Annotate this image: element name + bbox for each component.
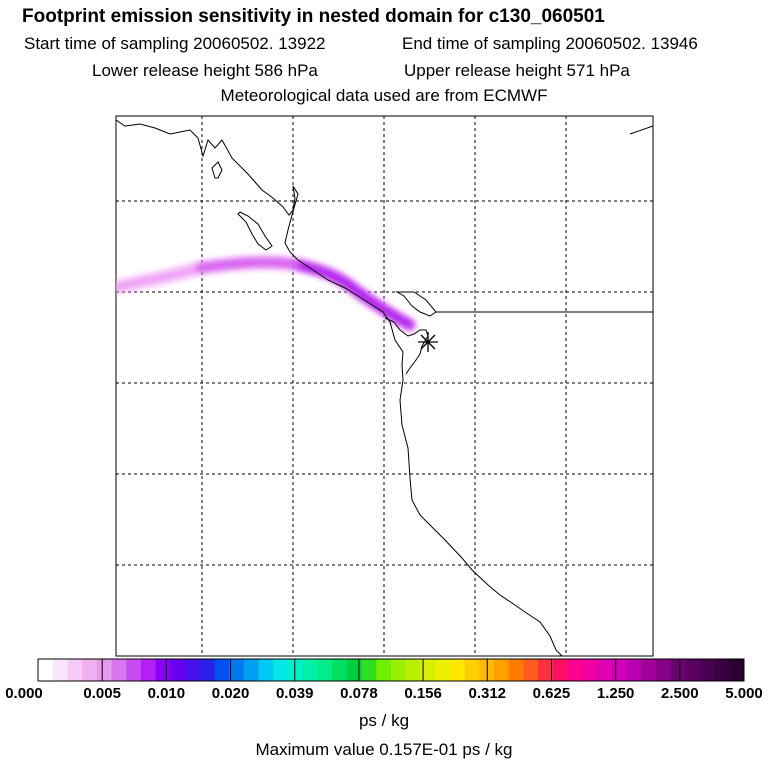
colorbar-segment: [391, 659, 407, 681]
colorbar-segment: [185, 659, 201, 681]
colorbar-segment: [552, 659, 568, 681]
colorbar-segment: [655, 659, 671, 681]
colorbar-tick-label: 0.010: [148, 685, 186, 702]
colorbar-tick-label: 0.005: [83, 685, 121, 702]
colorbar-segment: [96, 659, 112, 681]
met-data-text: Meteorological data used are from ECMWF: [220, 86, 548, 105]
colorbar-segment: [611, 659, 627, 681]
bay-shoreline: [384, 317, 429, 375]
colorbar-tick-label: 1.250: [597, 685, 635, 702]
end-sampling-text: End time of sampling 20060502. 13946: [402, 34, 698, 53]
colorbar-segment: [155, 659, 171, 681]
colorbar-tick-label: 0.156: [404, 685, 442, 702]
colorbar-frame: [37, 658, 745, 682]
coastline-main: [116, 119, 563, 656]
colorbar-segment: [582, 659, 598, 681]
colorbar-segment: [302, 659, 318, 681]
colorbar-segment: [317, 659, 333, 681]
colorbar-segment: [170, 659, 186, 681]
colorbar-segment: [685, 659, 701, 681]
inlet: [395, 291, 437, 317]
colorbar-segment: [361, 659, 377, 681]
colorbar-segment: [243, 659, 260, 681]
colorbar-segment: [699, 659, 715, 681]
colorbar-segment: [405, 659, 421, 681]
colorbar-segment: [729, 659, 745, 681]
colorbar-segment: [596, 659, 613, 681]
colorbar-segment: [273, 659, 289, 681]
marker-d2: [420, 334, 436, 350]
plume-core: [297, 263, 413, 328]
island-2: [237, 211, 273, 251]
colorbar-tick-label: 0.312: [468, 685, 506, 702]
colorbar-segment: [670, 659, 686, 681]
colorbar-segment: [464, 659, 480, 681]
colorbar-tick-label: 5.000: [725, 685, 763, 702]
colorbar-segment: [376, 659, 392, 681]
colorbar-segment: [626, 659, 642, 681]
colorbar-tick-label: 2.500: [661, 685, 699, 702]
colorbar-segment: [420, 659, 436, 681]
colorbar-segment: [332, 659, 348, 681]
colorbar-tick-label: 0.039: [276, 685, 314, 702]
colorbar-segment: [523, 659, 539, 681]
colorbar-segment: [38, 659, 54, 681]
max-value-text: Maximum value 0.157E-01 ps / kg: [255, 740, 513, 759]
colorbar-segment: [288, 659, 304, 681]
colorbar: [37, 658, 745, 682]
colorbar-tick-label: 0.078: [340, 685, 378, 702]
colorbar-segment: [641, 659, 657, 681]
colorbar-segment: [449, 659, 465, 681]
start-sampling-text: Start time of sampling 20060502. 13922: [24, 34, 326, 53]
colorbar-segment: [52, 659, 68, 681]
colorbar-segment: [214, 659, 230, 681]
colorbar-tick-label: 0.000: [5, 685, 43, 702]
release-site-marker: [418, 332, 438, 352]
colorbar-segment: [140, 659, 157, 681]
colorbar-segment: [567, 659, 583, 681]
colorbar-segment: [199, 659, 215, 681]
colorbar-segment: [714, 659, 730, 681]
plume: [116, 256, 416, 331]
plot-title: Footprint emission sensitivity in nested…: [22, 6, 605, 27]
colorbar-segment: [111, 659, 127, 681]
colorbar-segment: [126, 659, 142, 681]
colorbar-units: ps / kg: [358, 711, 410, 730]
upper-release-text: Upper release height 571 hPa: [404, 61, 630, 80]
colorbar-segment: [493, 659, 510, 681]
colorbar-segment: [508, 659, 524, 681]
colorbar-ticks: 0.000 0.005 0.010 0.020 0.039 0.078 0.156 0.312…: [5, 685, 763, 702]
border-fragment: [629, 125, 653, 135]
coastlines: [116, 119, 653, 656]
colorbar-tick-label: 0.020: [212, 685, 250, 702]
colorbar-segment: [346, 659, 362, 681]
colorbar-tick-label: 0.625: [533, 685, 571, 702]
colorbar-segment: [67, 659, 83, 681]
colorbar-segment: [538, 659, 554, 681]
lower-release-text: Lower release height 586 hPa: [92, 61, 318, 80]
colorbar-segment: [435, 659, 451, 681]
map-gridlines: [116, 116, 653, 656]
island-1: [211, 161, 223, 179]
colorbar-segment: [229, 659, 245, 681]
colorbar-segment: [258, 659, 274, 681]
colorbar-segment: [82, 659, 98, 681]
